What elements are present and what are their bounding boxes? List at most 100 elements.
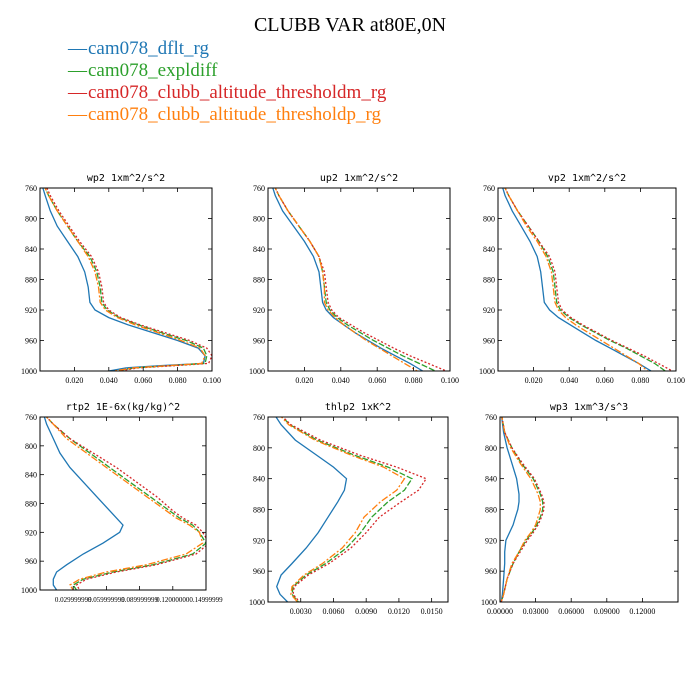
y-tick-label: 840 — [253, 245, 265, 254]
x-tick-label: 0.020 — [65, 376, 83, 385]
x-tick-label: 0.060 — [368, 376, 386, 385]
y-tick-label: 760 — [253, 184, 265, 193]
legend-label: cam078_clubb_altitude_thresholdm_rg — [88, 82, 387, 103]
x-tick-label: 0.0120 — [388, 607, 410, 616]
series-line — [44, 188, 208, 371]
chart-panel: wp2 1xm^2/s^2 760 800 840 880 920 960 1000 0.020… — [21, 173, 221, 385]
x-tick-label: 0.06000 — [558, 607, 584, 616]
y-tick-label: 840 — [483, 245, 495, 254]
y-tick-label: 1000 — [479, 367, 495, 376]
x-tick-label: 0.020 — [525, 376, 543, 385]
legend-line-icon: — — [68, 82, 87, 103]
series-line — [500, 417, 544, 602]
series-line — [272, 188, 424, 371]
chart-panel: vp2 1xm^2/s^2 760 800 840 880 920 960 1000 0.020… — [479, 173, 685, 385]
y-tick-label: 760 — [253, 413, 265, 422]
series-line — [502, 188, 652, 371]
legend-line-icon: — — [68, 60, 87, 81]
x-tick-label: 0.040 — [332, 376, 350, 385]
x-tick-label: 0.03000 — [523, 607, 549, 616]
legend-item: —cam078_clubb_altitude_thresholdm_rg — [68, 82, 386, 104]
series-line — [280, 417, 406, 602]
figure-title: CLUBB VAR at80E,0N — [253, 14, 447, 36]
y-tick-label: 760 — [25, 413, 37, 422]
y-tick-label: 1000 — [21, 586, 37, 595]
y-tick-label: 920 — [485, 536, 497, 545]
x-tick-label: 0.020 — [295, 376, 313, 385]
y-tick-label: 1000 — [249, 367, 265, 376]
panel-title: up2 1xm^2/s^2 — [320, 173, 398, 184]
legend: —cam078_dflt_rg —cam078_expldiff —cam078… — [68, 38, 386, 126]
series-line — [500, 417, 520, 602]
legend-label: cam078_dflt_rg — [88, 38, 210, 59]
x-tick-label: 0.14999999 — [189, 596, 223, 604]
y-tick-label: 1000 — [249, 598, 265, 607]
series-group — [42, 188, 212, 371]
legend-label: cam078_expldiff — [88, 60, 218, 81]
x-tick-label: 0.080 — [405, 376, 423, 385]
chart-panel: wp3 1xm^3/s^3 760 800 840 880 920 960 10000.000… — [481, 402, 679, 616]
series-line — [504, 188, 666, 371]
series-line — [281, 417, 428, 602]
series-line — [275, 417, 348, 602]
y-tick-label: 960 — [25, 337, 37, 346]
series-line — [504, 188, 648, 371]
series-line — [274, 188, 436, 371]
x-tick-label: 0.040 — [560, 376, 578, 385]
panel-title: vp2 1xm^2/s^2 — [548, 173, 626, 184]
series-line — [500, 417, 545, 602]
plot-frame — [499, 416, 679, 603]
x-tick-label: 0.060 — [134, 376, 152, 385]
y-tick-label: 840 — [253, 475, 265, 484]
y-tick-label: 800 — [253, 444, 265, 453]
series-group — [43, 417, 206, 590]
y-tick-label: 960 — [253, 337, 265, 346]
series-line — [45, 417, 206, 590]
y-tick-label: 960 — [253, 567, 265, 576]
series-line — [500, 417, 541, 602]
y-tick-label: 920 — [253, 306, 265, 315]
y-tick-label: 800 — [485, 444, 497, 453]
y-tick-label: 880 — [25, 500, 37, 509]
legend-item: —cam078_clubb_altitude_thresholdp_rg — [68, 104, 386, 126]
series-line — [46, 188, 212, 371]
series-group — [275, 417, 428, 602]
chart-panel: thlp2 1xK^2 760 800 840 880 920 960 1000 0.0030 0… — [249, 402, 449, 616]
y-tick-label: 840 — [485, 475, 497, 484]
chart-panel: rtp2 1E-6x(kg/kg)^2 760 800 840 880 920 960 100… — [21, 402, 223, 604]
legend-line-icon: — — [68, 38, 87, 59]
y-tick-label: 920 — [253, 536, 265, 545]
plot-frame — [39, 416, 207, 591]
series-line — [45, 417, 206, 590]
x-tick-label: 0.100 — [203, 376, 221, 385]
series-line — [281, 417, 413, 602]
y-tick-label: 960 — [25, 557, 37, 566]
x-tick-label: 0.100 — [667, 376, 685, 385]
x-tick-label: 0.029999999 — [55, 596, 92, 604]
y-tick-label: 960 — [485, 567, 497, 576]
chart-panel: up2 1xm^2/s^2 760 800 840 880 920 960 1000 0.020… — [249, 173, 459, 385]
y-tick-label: 760 — [483, 184, 495, 193]
series-group — [502, 188, 673, 371]
x-tick-label: 0.080 — [169, 376, 187, 385]
panel-title: rtp2 1E-6x(kg/kg)^2 — [66, 402, 180, 413]
legend-label: cam078_clubb_altitude_thresholdp_rg — [88, 104, 382, 125]
y-tick-label: 840 — [25, 471, 37, 480]
y-tick-label: 960 — [483, 337, 495, 346]
x-tick-label: 0.12000 — [629, 607, 655, 616]
series-line — [274, 188, 418, 371]
plot-frame — [497, 187, 677, 372]
legend-line-icon: — — [68, 104, 87, 125]
legend-item: —cam078_expldiff — [68, 60, 386, 82]
y-tick-label: 760 — [25, 184, 37, 193]
y-tick-label: 1000 — [481, 598, 497, 607]
series-line — [44, 188, 206, 371]
y-tick-label: 760 — [485, 413, 497, 422]
x-tick-label: 0.100 — [441, 376, 459, 385]
y-tick-label: 1000 — [21, 367, 37, 376]
y-tick-label: 880 — [483, 276, 495, 285]
legend-item: —cam078_dflt_rg — [68, 38, 386, 60]
y-tick-label: 880 — [253, 276, 265, 285]
x-tick-label: 0.0060 — [322, 607, 344, 616]
